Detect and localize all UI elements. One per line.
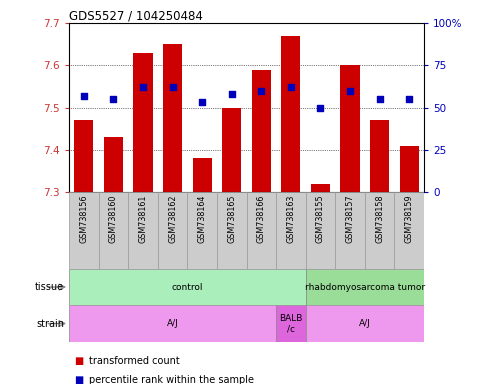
Bar bbox=[217, 192, 246, 269]
Bar bbox=[99, 192, 128, 269]
Bar bbox=[335, 192, 365, 269]
Point bbox=[405, 96, 413, 102]
Text: A/J: A/J bbox=[359, 319, 371, 328]
Bar bbox=[394, 192, 424, 269]
Point bbox=[80, 93, 88, 99]
Bar bbox=[306, 269, 424, 305]
Text: A/J: A/J bbox=[167, 319, 178, 328]
Text: percentile rank within the sample: percentile rank within the sample bbox=[89, 375, 254, 384]
Point bbox=[169, 84, 176, 90]
Point bbox=[198, 99, 206, 106]
Bar bbox=[370, 120, 389, 192]
Bar bbox=[192, 158, 212, 192]
Bar bbox=[306, 305, 424, 342]
Text: strain: strain bbox=[36, 318, 64, 329]
Bar bbox=[133, 53, 153, 192]
Text: BALB
/c: BALB /c bbox=[279, 314, 303, 333]
Text: GDS5527 / 104250484: GDS5527 / 104250484 bbox=[69, 10, 203, 23]
Bar bbox=[400, 146, 419, 192]
Bar bbox=[276, 192, 306, 269]
Point bbox=[317, 104, 324, 111]
Text: ■: ■ bbox=[74, 356, 83, 366]
Point bbox=[228, 91, 236, 97]
Text: GSM738157: GSM738157 bbox=[346, 194, 354, 243]
Bar bbox=[128, 192, 158, 269]
Text: GSM738166: GSM738166 bbox=[257, 194, 266, 243]
Bar bbox=[187, 192, 217, 269]
Text: transformed count: transformed count bbox=[89, 356, 179, 366]
Point bbox=[139, 84, 147, 90]
Text: GSM738165: GSM738165 bbox=[227, 194, 236, 243]
Text: ■: ■ bbox=[74, 375, 83, 384]
Text: GSM738160: GSM738160 bbox=[109, 194, 118, 243]
Bar bbox=[69, 192, 99, 269]
Text: GSM738158: GSM738158 bbox=[375, 194, 384, 243]
Text: GSM738155: GSM738155 bbox=[316, 194, 325, 243]
Bar bbox=[158, 192, 187, 269]
Bar bbox=[365, 192, 394, 269]
Point bbox=[257, 88, 265, 94]
Bar bbox=[222, 108, 242, 192]
Point bbox=[287, 84, 295, 90]
Text: GSM738159: GSM738159 bbox=[405, 194, 414, 243]
Bar bbox=[163, 44, 182, 192]
Bar bbox=[341, 65, 360, 192]
Text: GSM738164: GSM738164 bbox=[198, 194, 207, 243]
Text: tissue: tissue bbox=[35, 282, 64, 292]
Bar bbox=[246, 192, 276, 269]
Text: GSM738156: GSM738156 bbox=[79, 194, 88, 243]
Text: control: control bbox=[172, 283, 203, 291]
Text: GSM738162: GSM738162 bbox=[168, 194, 177, 243]
Bar bbox=[306, 192, 335, 269]
Bar bbox=[69, 269, 306, 305]
Point bbox=[376, 96, 384, 102]
Bar bbox=[104, 137, 123, 192]
Point bbox=[109, 96, 117, 102]
Text: rhabdomyosarcoma tumor: rhabdomyosarcoma tumor bbox=[305, 283, 425, 291]
Point bbox=[346, 88, 354, 94]
Text: GSM738161: GSM738161 bbox=[139, 194, 147, 243]
Bar bbox=[311, 184, 330, 192]
Bar bbox=[281, 36, 301, 192]
Bar bbox=[69, 305, 276, 342]
Bar bbox=[276, 305, 306, 342]
Bar bbox=[252, 70, 271, 192]
Text: GSM738163: GSM738163 bbox=[286, 194, 295, 243]
Bar bbox=[74, 120, 94, 192]
